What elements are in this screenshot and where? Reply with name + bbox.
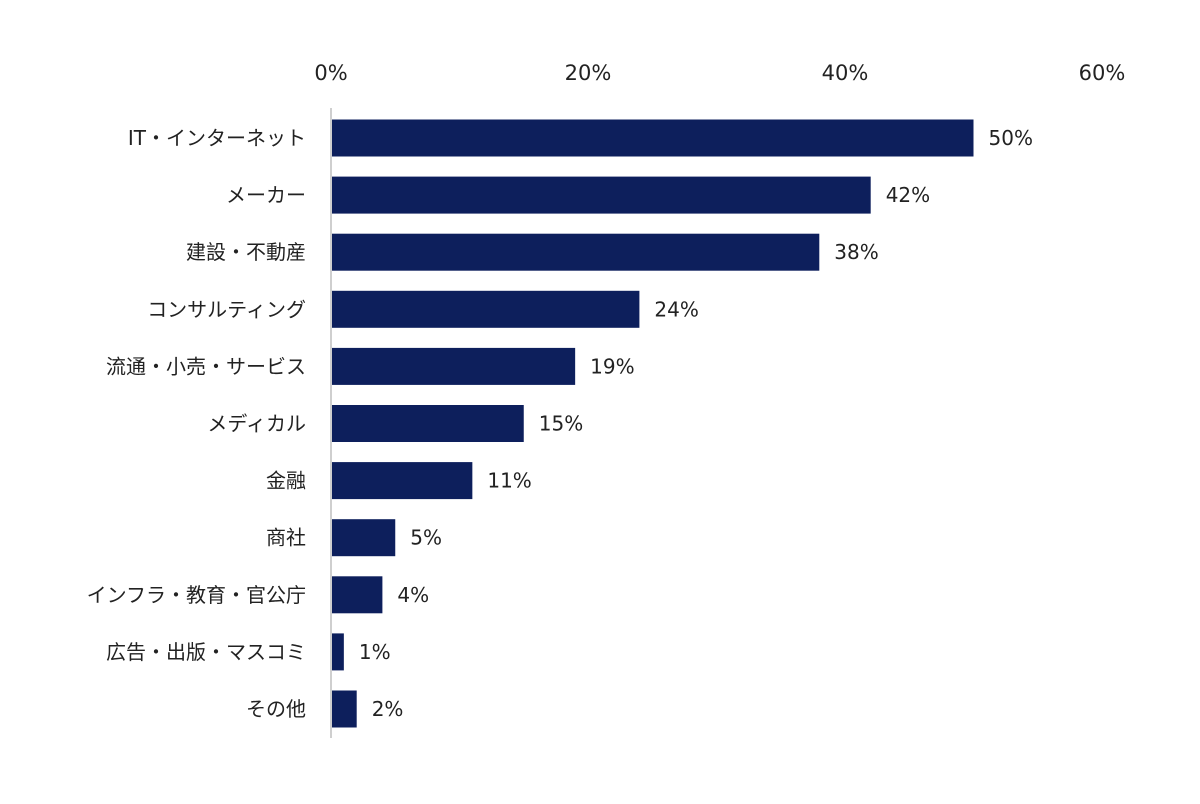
x-axis-ticks: 0% 20% 40% 60% (314, 61, 1125, 85)
category-labels: IT・インターネットメーカー建設・不動産コンサルティング流通・小売・サービスメデ… (87, 126, 306, 721)
x-tick-label: 20% (565, 61, 612, 85)
value-label: 2% (372, 697, 404, 721)
category-label: その他 (246, 697, 306, 721)
value-label: 19% (590, 354, 634, 378)
bar (332, 347, 576, 385)
bar (332, 119, 974, 157)
bar (332, 176, 871, 214)
bar (332, 519, 396, 557)
value-label: 1% (359, 640, 391, 664)
value-label: 24% (654, 297, 698, 321)
category-label: 広告・出版・マスコミ (106, 640, 306, 664)
bar (332, 690, 357, 728)
category-label: メーカー (226, 183, 306, 207)
value-label: 15% (539, 412, 583, 436)
category-label: IT・インターネット (128, 126, 306, 150)
bar (332, 233, 820, 271)
value-labels: 50% 42% 38% 24% 19% 15% 11% 5% 4% 1% 2% (359, 126, 1033, 721)
bar (332, 576, 383, 614)
value-label: 42% (886, 183, 930, 207)
x-tick-label: 40% (822, 61, 869, 85)
bar (332, 290, 640, 328)
category-label: 商社 (266, 526, 306, 550)
category-label: インフラ・教育・官公庁 (87, 583, 306, 607)
bars-group (332, 119, 974, 728)
category-label: メディカル (207, 412, 306, 436)
category-label: 金融 (266, 469, 306, 493)
category-label: 建設・不動産 (186, 240, 306, 264)
value-label: 5% (410, 526, 442, 550)
bar (332, 633, 344, 671)
x-tick-label: 60% (1079, 61, 1126, 85)
value-label: 38% (834, 240, 878, 264)
bar (332, 405, 524, 442)
value-label: 4% (397, 583, 429, 607)
x-tick-label: 0% (314, 61, 347, 85)
category-label: コンサルティング (147, 297, 306, 321)
bar (332, 462, 473, 500)
category-label: 流通・小売・サービス (106, 354, 306, 378)
value-label: 50% (989, 126, 1033, 150)
value-label: 11% (487, 469, 531, 493)
